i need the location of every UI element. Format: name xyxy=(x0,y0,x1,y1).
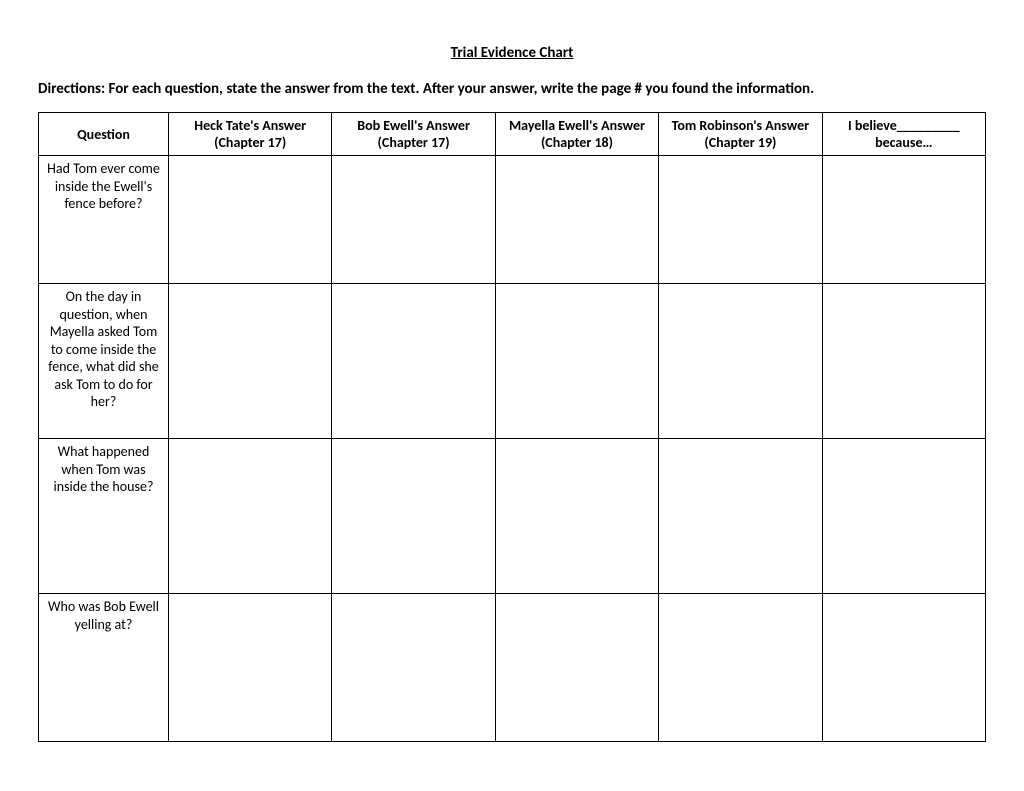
answer-cell xyxy=(169,156,332,284)
table-row: What happened when Tom was inside the ho… xyxy=(39,439,986,594)
answer-cell xyxy=(332,439,495,594)
header-heck-tate: Heck Tate's Answer (Chapter 17) xyxy=(169,113,332,156)
question-cell: Had Tom ever come inside the Ewell's fen… xyxy=(39,156,169,284)
answer-cell xyxy=(495,156,658,284)
answer-cell xyxy=(495,284,658,439)
header-mayella-ewell: Mayella Ewell's Answer (Chapter 18) xyxy=(495,113,658,156)
answer-cell xyxy=(169,439,332,594)
header-label: Tom Robinson's Answer xyxy=(672,117,809,134)
answer-cell xyxy=(822,439,985,594)
header-tom-robinson: Tom Robinson's Answer (Chapter 19) xyxy=(659,113,822,156)
answer-cell xyxy=(659,284,822,439)
header-bob-ewell: Bob Ewell's Answer (Chapter 17) xyxy=(332,113,495,156)
table-row: Who was Bob Ewell yelling at? xyxy=(39,594,986,742)
table-body: Had Tom ever come inside the Ewell's fen… xyxy=(39,156,986,742)
answer-cell xyxy=(495,439,658,594)
header-label: Question xyxy=(77,126,130,143)
answer-cell xyxy=(822,156,985,284)
header-sublabel: (Chapter 18) xyxy=(541,134,613,151)
header-sublabel: (Chapter 17) xyxy=(378,134,450,151)
directions-text: Directions: For each question, state the… xyxy=(38,80,986,98)
table-row: Had Tom ever come inside the Ewell's fen… xyxy=(39,156,986,284)
answer-cell xyxy=(822,594,985,742)
table-header-row: Question Heck Tate's Answer (Chapter 17)… xyxy=(39,113,986,156)
question-cell: What happened when Tom was inside the ho… xyxy=(39,439,169,594)
header-label: Mayella Ewell's Answer xyxy=(509,117,645,134)
header-sublabel: because… xyxy=(875,134,932,151)
header-sublabel: (Chapter 19) xyxy=(704,134,776,151)
header-question: Question xyxy=(39,113,169,156)
answer-cell xyxy=(169,594,332,742)
header-i-believe: I believe_________ because… xyxy=(822,113,985,156)
header-label: Heck Tate's Answer xyxy=(194,117,306,134)
evidence-table: Question Heck Tate's Answer (Chapter 17)… xyxy=(38,112,986,742)
answer-cell xyxy=(332,594,495,742)
table-row: On the day in question, when Mayella ask… xyxy=(39,284,986,439)
answer-cell xyxy=(822,284,985,439)
answer-cell xyxy=(332,284,495,439)
question-cell: Who was Bob Ewell yelling at? xyxy=(39,594,169,742)
header-label: Bob Ewell's Answer xyxy=(357,117,470,134)
answer-cell xyxy=(332,156,495,284)
answer-cell xyxy=(169,284,332,439)
answer-cell xyxy=(495,594,658,742)
header-sublabel: (Chapter 17) xyxy=(214,134,286,151)
page-title: Trial Evidence Chart xyxy=(38,44,986,62)
answer-cell xyxy=(659,156,822,284)
answer-cell xyxy=(659,439,822,594)
answer-cell xyxy=(659,594,822,742)
question-cell: On the day in question, when Mayella ask… xyxy=(39,284,169,439)
header-label: I believe_________ xyxy=(848,117,960,134)
